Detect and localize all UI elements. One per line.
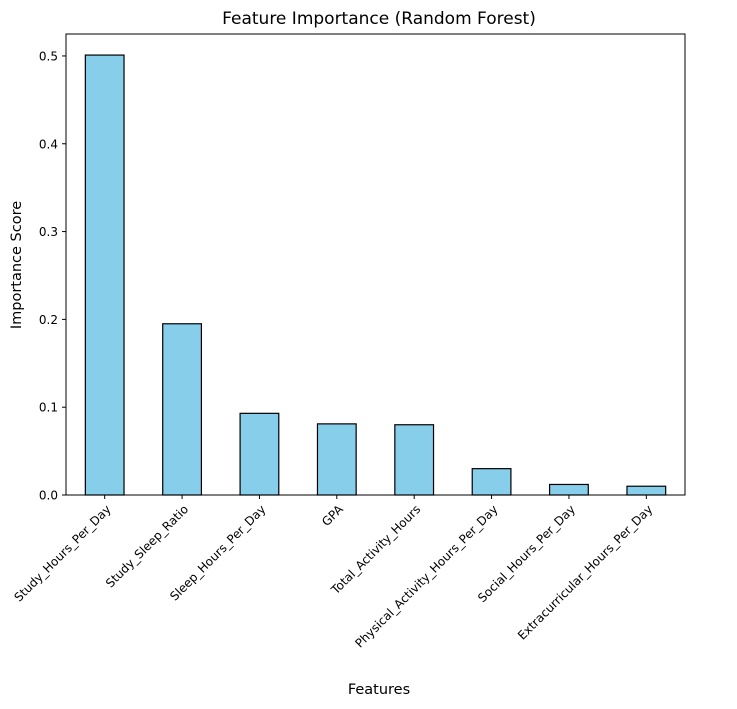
x-axis-label: Features (348, 682, 410, 698)
y-tick-label: 0.0 (39, 489, 58, 503)
x-tick-label: Extracurricular_Hours_Per_Day (515, 502, 655, 642)
bar-sleep-hours-per-day (239, 412, 280, 496)
bar-social-hours-per-day (548, 483, 589, 496)
bar-extracurricular-hours-per-day (626, 485, 667, 496)
bar-gpa (316, 423, 357, 496)
y-axis-label: Importance Score (9, 201, 25, 329)
y-tick-label: 0.1 (39, 401, 58, 415)
x-tick-label: Physical_Activity_Hours_Per_Day (352, 502, 500, 650)
y-tick-label: 0.4 (39, 137, 58, 151)
y-tick-label: 0.5 (39, 49, 58, 63)
x-tick-label: Study_Sleep_Ratio (103, 502, 191, 590)
bar-physical-activity-hours-per-day (471, 468, 512, 496)
plot-frame (65, 33, 686, 496)
y-tick-label: 0.2 (39, 313, 58, 327)
x-tick-label: Study_Hours_Per_Day (12, 502, 114, 604)
bar-total-activity-hours (394, 424, 435, 496)
bar-series (84, 54, 667, 496)
y-axis-ticks: 0.0 0.1 0.2 0.3 0.4 0.5 (39, 49, 66, 503)
bar-study-hours-per-day (84, 54, 125, 496)
y-tick-label: 0.3 (39, 225, 58, 239)
x-axis-ticks: Study_Hours_Per_DayStudy_Sleep_RatioSlee… (12, 495, 655, 650)
chart-title: Feature Importance (Random Forest) (222, 9, 536, 29)
x-tick-label: GPA (319, 502, 346, 529)
bar-study-sleep-ratio (162, 323, 203, 496)
